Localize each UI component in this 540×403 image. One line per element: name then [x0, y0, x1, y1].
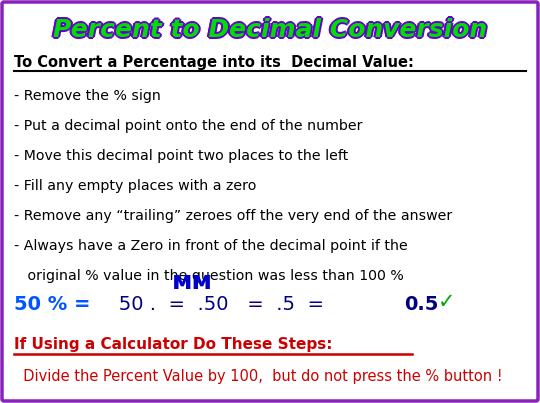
Text: - Put a decimal point onto the end of the number: - Put a decimal point onto the end of th… [14, 119, 362, 133]
Text: - Move this decimal point two places to the left: - Move this decimal point two places to … [14, 149, 348, 163]
Text: Percent to Decimal Conversion: Percent to Decimal Conversion [54, 19, 488, 43]
Text: original % value in the question was less than 100 %: original % value in the question was les… [14, 269, 404, 283]
Text: Divide the Percent Value by 100,  but do not press the % button !: Divide the Percent Value by 100, but do … [14, 368, 503, 384]
Text: ✓: ✓ [438, 292, 456, 312]
Text: Percent to Decimal Conversion: Percent to Decimal Conversion [54, 17, 488, 41]
Text: 0.5: 0.5 [404, 295, 438, 314]
Text: Percent to Decimal Conversion: Percent to Decimal Conversion [51, 18, 485, 42]
Text: Percent to Decimal Conversion: Percent to Decimal Conversion [55, 18, 489, 42]
Text: Percent to Decimal Conversion: Percent to Decimal Conversion [53, 20, 487, 44]
Text: ᴍᴍ: ᴍᴍ [172, 270, 213, 294]
Text: - Fill any empty places with a zero: - Fill any empty places with a zero [14, 179, 256, 193]
Text: 50 % =: 50 % = [14, 295, 91, 314]
Text: Percent to Decimal Conversion: Percent to Decimal Conversion [51, 18, 485, 42]
Text: If Using a Calculator Do These Steps:: If Using a Calculator Do These Steps: [14, 337, 333, 353]
Text: - Remove the % sign: - Remove the % sign [14, 89, 161, 103]
Text: Percent to Decimal Conversion: Percent to Decimal Conversion [52, 19, 486, 43]
Text: - Always have a Zero in front of the decimal point if the: - Always have a Zero in front of the dec… [14, 239, 408, 253]
Text: Percent to Decimal Conversion: Percent to Decimal Conversion [53, 17, 487, 40]
Text: Percent to Decimal Conversion: Percent to Decimal Conversion [53, 16, 487, 40]
Text: 50 .  =  .50   =  .5  =: 50 . = .50 = .5 = [100, 295, 330, 314]
Text: Percent to Decimal Conversion: Percent to Decimal Conversion [52, 17, 486, 41]
Text: Percent to Decimal Conversion: Percent to Decimal Conversion [55, 18, 489, 42]
Text: - Remove any “trailing” zeroes off the very end of the answer: - Remove any “trailing” zeroes off the v… [14, 209, 453, 223]
Text: Percent to Decimal Conversion: Percent to Decimal Conversion [53, 19, 487, 44]
Text: To Convert a Percentage into its  Decimal Value:: To Convert a Percentage into its Decimal… [14, 54, 414, 69]
Text: Percent to Decimal Conversion: Percent to Decimal Conversion [53, 18, 487, 42]
